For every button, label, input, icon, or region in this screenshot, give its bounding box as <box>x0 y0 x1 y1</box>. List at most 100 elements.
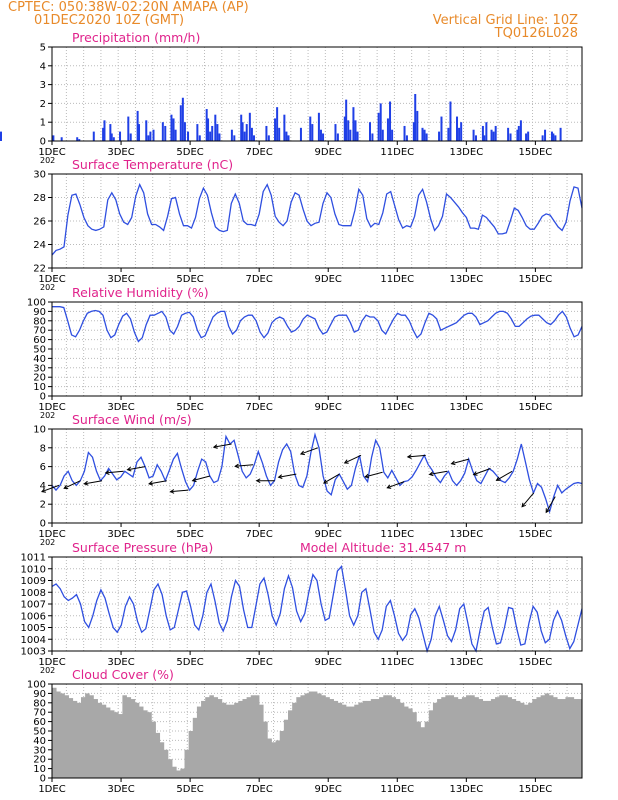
cloud-column <box>362 700 368 778</box>
precip-bar <box>354 120 357 141</box>
y-tick-label: 60 <box>33 335 46 346</box>
precip-bar <box>458 127 461 141</box>
precip-bar <box>283 114 286 141</box>
cloud-column <box>267 738 272 778</box>
cloud-column <box>283 719 289 778</box>
wind-arrowhead <box>277 474 283 479</box>
precip-bar <box>207 118 210 141</box>
wind-arrowhead <box>428 471 434 477</box>
wind-vector <box>323 473 340 484</box>
precip-bar <box>481 125 484 141</box>
precip-bar <box>319 129 322 141</box>
y-tick-label: 3 <box>40 80 46 91</box>
y-tick-label: 80 <box>33 316 46 327</box>
x-tick-label: 5DEC <box>176 147 203 158</box>
precip-bar <box>211 125 214 141</box>
precip-bar <box>494 125 497 141</box>
cloud-column <box>399 702 405 778</box>
y-tick-label: 1 <box>40 118 46 129</box>
y-tick-label: 2 <box>40 99 46 110</box>
wind-arrowhead <box>364 473 370 479</box>
x-tick-label: 1DEC <box>38 784 65 795</box>
cloud-column <box>573 699 579 778</box>
precip-bar <box>322 133 325 141</box>
cloud-column <box>321 695 326 778</box>
cloud-column <box>143 710 148 778</box>
cloud-column <box>68 698 74 778</box>
cloud-column <box>387 695 392 778</box>
x-tick-label: 7DEC <box>245 784 272 795</box>
y-tick-label: 1006 <box>21 611 46 622</box>
precip-bar <box>136 110 139 141</box>
precip-bar <box>205 109 208 141</box>
precip-bar <box>78 139 81 141</box>
cloud-column <box>557 699 562 778</box>
y-tick-label: 28 <box>33 193 46 204</box>
precip-bar <box>554 135 557 141</box>
cloud-column <box>159 742 165 778</box>
wind-vector <box>170 489 189 493</box>
precip-bar <box>127 116 130 141</box>
precip-bar <box>245 124 248 141</box>
cloud-column <box>553 697 558 778</box>
cloud-column <box>341 704 347 778</box>
cloud-column <box>304 693 310 778</box>
cloud-column <box>184 749 190 778</box>
cloud-column <box>511 699 517 778</box>
precip-title: Precipitation (mm/h) <box>72 30 200 45</box>
cloud-column <box>308 691 314 778</box>
cloud-column <box>105 707 111 778</box>
wind-arrowhead <box>545 508 550 514</box>
precip-bar <box>240 114 243 141</box>
y-tick-label: 1008 <box>21 588 46 599</box>
cloud-column <box>196 706 202 778</box>
precip-bar <box>179 105 182 141</box>
wind-vector <box>213 443 232 448</box>
cloud-column <box>52 687 57 778</box>
header-station: CPTEC: 050:38W-02:20N AMAPA (AP) <box>8 0 249 15</box>
cloud-column <box>122 695 127 778</box>
pressure-title: Surface Pressure (hPa) <box>72 540 213 555</box>
cloud-column <box>329 699 334 778</box>
cloud-column <box>544 693 550 778</box>
cloud-column <box>163 749 169 778</box>
precip-bar <box>552 133 555 141</box>
cloud-column <box>130 699 136 778</box>
precip-bar <box>145 120 148 141</box>
x-tick-label: 11DEC <box>380 784 414 795</box>
x-tick-label: 11DEC <box>380 657 414 668</box>
precip-bar <box>456 116 459 141</box>
precip-bar <box>352 107 355 141</box>
cloud-column <box>64 695 69 778</box>
x-tick-label: 13DEC <box>449 529 483 540</box>
precip-bar <box>309 116 312 141</box>
x-tick-label: 15DEC <box>519 402 553 413</box>
cloud-column <box>56 691 61 778</box>
wind-vector <box>84 480 103 485</box>
cloud-column <box>114 712 119 778</box>
y-tick-label: 60 <box>33 717 46 728</box>
precip-bar <box>216 124 219 141</box>
cloud-column <box>391 697 397 778</box>
precip-bar <box>267 135 270 141</box>
precip-bar <box>447 127 450 141</box>
cloud-column <box>180 768 185 778</box>
x-tick-label: 1DEC <box>38 274 65 285</box>
precip-bar <box>550 131 553 141</box>
cloud-column <box>507 697 513 778</box>
cloud-column <box>445 695 450 778</box>
precip-bar <box>183 122 186 141</box>
cloud-column <box>225 704 231 778</box>
wind-vector <box>192 475 211 482</box>
x-tick-label: 13DEC <box>449 402 483 413</box>
x-tick-label: 1DEC <box>38 529 65 540</box>
precip-bar <box>492 131 495 141</box>
precip-bar <box>147 135 150 141</box>
cloud-column <box>93 699 98 778</box>
y-tick-label: 1009 <box>21 576 46 587</box>
precip-bar <box>519 120 522 141</box>
wind-vector <box>521 492 535 508</box>
precip-bar <box>274 118 277 141</box>
cloud-column <box>420 727 426 778</box>
